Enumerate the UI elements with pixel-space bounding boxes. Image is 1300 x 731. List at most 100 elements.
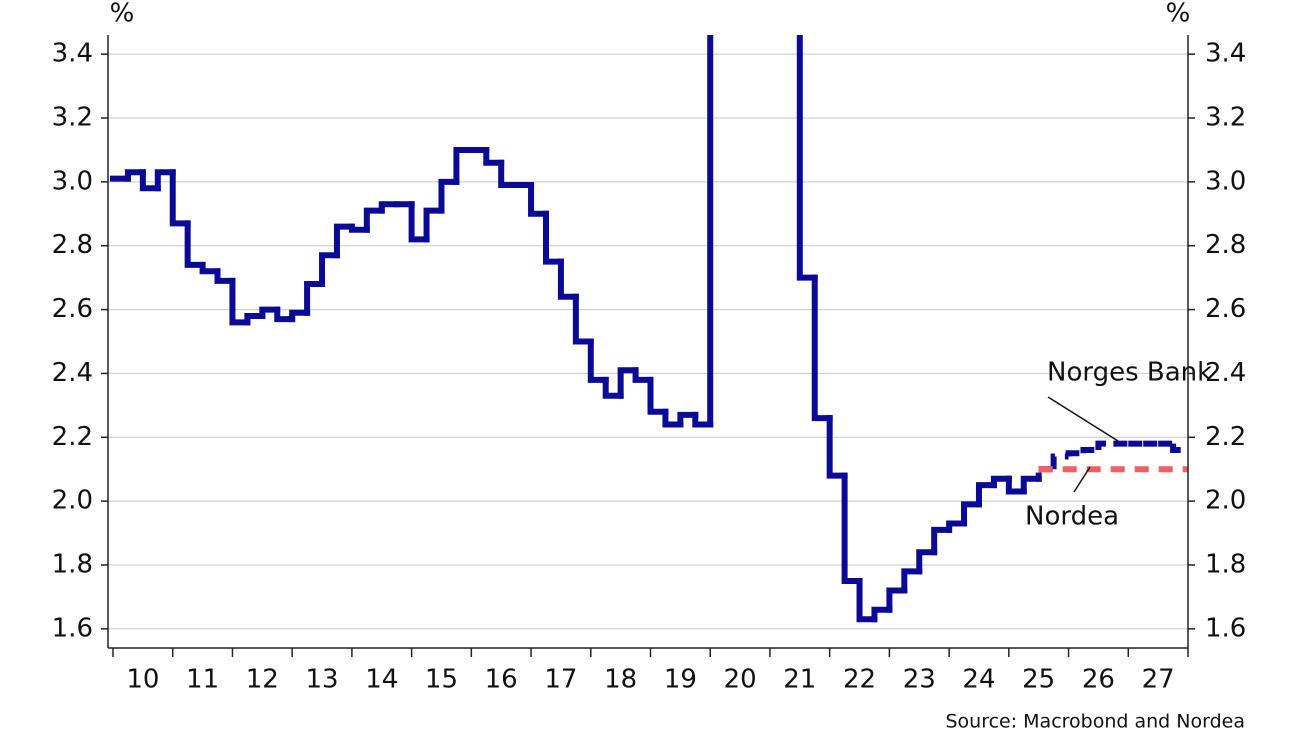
line-segment [587,338,609,383]
line-segment [931,526,953,556]
line-segment [289,309,311,323]
line-segment [871,606,893,623]
y2-tick-label: 3.4 [1205,39,1246,69]
line-segment [841,472,863,584]
line-segment [453,146,475,185]
y2-tick-label: 3.0 [1205,166,1246,196]
y-tick-label: 2.6 [52,294,93,324]
line-segment [333,223,355,259]
line-segment [946,520,968,533]
line-segment [692,411,714,428]
line-segment [677,411,699,428]
source: Source: Macrobond and Nordea [945,711,1245,731]
line-segment [483,146,505,166]
line-segment [1020,475,1042,495]
y2-tick-label: 2.2 [1205,422,1246,452]
x-tick-label: 15 [425,665,458,695]
annotation: Norges Bank [1047,358,1212,388]
x-tick-label: 17 [544,665,577,695]
line-segment [1065,450,1084,457]
line-segment [856,577,878,623]
leader-line [1047,396,1119,442]
line-segment [169,169,191,227]
line-segment [647,376,669,415]
y2-tick-label: 2.4 [1205,358,1246,388]
line-segment [1005,475,1027,495]
x-tick-label: 19 [664,665,697,695]
line-segment [707,35,714,428]
line-segment [304,281,326,316]
y2-tick-label: 1.8 [1205,549,1246,579]
line-segment [886,587,908,613]
line-segment [1080,447,1099,454]
line-segment [214,268,236,284]
line-segment [229,277,251,326]
line-segment [199,261,221,275]
y-tick-label: 1.8 [52,549,93,579]
x-tick-label: 24 [962,665,995,695]
line-segment [916,549,938,575]
plot-area [110,35,1188,623]
y-tick-label: 3.0 [52,166,93,196]
line-segment [542,210,564,265]
x-tick-label: 16 [485,665,518,695]
x-tick-label: 14 [365,665,398,695]
y2-tick-label: 2.6 [1205,294,1246,324]
y-tick-label: 1.6 [52,613,93,643]
x-tick-label: 10 [126,665,159,695]
line-segment [961,501,982,527]
x-tick-label: 26 [1082,665,1115,695]
x-tick-label: 18 [604,665,637,695]
y-tick-label: 3.4 [52,39,93,69]
line-segment [244,312,266,326]
x-tick-label: 27 [1142,665,1175,695]
line-segment [826,415,848,479]
line-segment [423,207,445,243]
line-segment [319,252,340,288]
line-segment [259,306,281,319]
line-segment [1050,453,1069,470]
line-segment [154,169,176,192]
line-segment [557,258,579,300]
x-tick-label: 23 [903,665,936,695]
x-tick-label: 13 [305,665,338,695]
x-tick-label: 22 [843,665,876,695]
line-segment [617,367,639,399]
line-segment [662,408,684,428]
axes [101,35,1195,657]
y2-tick-label: 2.0 [1205,486,1246,516]
line-segment [184,220,206,268]
leader-line [1073,466,1091,493]
y2-tick-label: 2.8 [1205,230,1246,260]
left-unit: % [110,0,135,29]
x-tick-label: 12 [246,665,279,695]
y-tick-label: 2.4 [52,358,93,388]
x-tick-label: 11 [186,665,219,695]
line-segment [632,367,654,383]
y-tick-label: 2.2 [52,422,93,452]
line-segment [811,274,833,422]
right-unit: % [1166,0,1191,29]
line-segment [528,182,549,217]
line-segment [572,293,594,345]
line-segment [1170,443,1188,454]
y2-tick-label: 1.6 [1205,613,1246,643]
line-segment [990,475,1012,489]
line-segment [1095,440,1114,451]
x-tick-label: 21 [783,665,816,695]
y-tick-label: 3.2 [52,103,93,133]
y2-tick-label: 3.2 [1205,103,1246,133]
line-segment [901,568,923,594]
line-segment [363,207,385,233]
line-segment [124,169,146,182]
annotation: Nordea [1025,502,1119,532]
line-segment [438,178,460,214]
y-tick-label: 2.0 [52,486,93,516]
line-segment [274,306,296,323]
grid [108,53,1188,630]
line-segment [796,35,818,281]
y-tick-label: 2.8 [52,230,93,260]
line-segment [602,376,624,399]
line-segment [139,169,161,192]
line-segment [408,201,430,243]
